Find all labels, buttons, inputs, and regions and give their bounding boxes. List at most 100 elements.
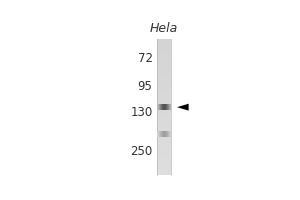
Bar [169,131,170,137]
Bar [157,75,171,77]
Bar [157,129,171,131]
Bar [157,136,171,138]
Bar [164,131,165,137]
Bar [157,164,171,166]
Bar [157,131,158,137]
Polygon shape [177,104,189,111]
Bar [160,131,161,137]
Bar [157,48,171,50]
Bar [157,73,171,75]
Bar [157,117,171,119]
Bar [157,134,171,136]
Bar [157,41,171,43]
Bar [157,65,171,67]
Bar [160,131,161,137]
Bar [157,166,171,168]
Bar [157,46,171,48]
Bar [157,97,171,99]
Bar [157,144,171,146]
Bar [157,139,171,141]
Bar [157,156,171,158]
Bar [157,109,171,111]
Bar [157,163,171,165]
Bar [166,131,167,137]
Bar [157,158,171,160]
Bar [157,78,171,80]
Bar [157,168,171,170]
Bar [157,154,171,156]
Bar [157,171,171,173]
Bar [157,98,171,100]
Bar [159,131,160,137]
Bar [157,87,171,89]
Bar [157,54,171,56]
Bar [168,131,169,137]
Bar [157,120,171,122]
Bar [157,132,171,134]
Bar [157,114,171,116]
Bar [157,159,171,161]
Bar [157,70,171,72]
Bar [157,148,171,150]
Bar [157,125,171,127]
Bar [157,63,171,65]
Bar [157,81,171,83]
Bar [157,115,171,117]
Bar [157,88,171,90]
Bar [157,142,171,144]
Bar [157,141,171,143]
Bar [157,122,171,124]
Bar [157,146,171,148]
Bar [163,131,164,137]
Bar [157,68,171,70]
Bar [157,53,171,55]
Bar [157,42,171,44]
Bar [157,71,171,73]
Bar [157,110,171,112]
Bar [157,51,171,53]
Bar [157,119,171,121]
Bar [157,58,171,60]
Bar [157,127,171,129]
Bar [167,131,168,137]
Bar [157,83,171,85]
Bar [157,112,171,114]
Bar [157,100,171,102]
Text: Hela: Hela [150,22,178,35]
Bar [157,137,171,139]
Bar [170,131,171,137]
Bar [157,59,171,61]
Bar [157,170,171,172]
Text: 72: 72 [138,52,153,65]
Bar [158,131,159,137]
Bar [157,151,171,153]
Bar [157,93,171,95]
Bar [162,131,163,137]
Bar [161,131,162,137]
Bar [157,44,171,46]
Bar [157,107,171,109]
Bar [157,80,171,82]
Bar [157,66,171,68]
Bar [157,102,171,104]
Bar [157,56,171,58]
Text: 250: 250 [130,145,153,158]
Bar [157,131,171,133]
Bar [157,61,171,63]
Bar [157,49,171,51]
Bar [157,124,171,126]
Bar [157,161,171,163]
Bar [165,131,166,137]
Bar [157,103,171,105]
Bar [157,95,171,97]
Bar [157,39,171,41]
Text: 130: 130 [130,106,153,119]
Bar [157,92,171,94]
Text: 95: 95 [138,80,153,93]
Bar [157,105,171,107]
Bar [157,149,171,151]
Bar [157,90,171,92]
Bar [157,76,171,78]
Bar [157,85,171,87]
Bar [157,153,171,155]
